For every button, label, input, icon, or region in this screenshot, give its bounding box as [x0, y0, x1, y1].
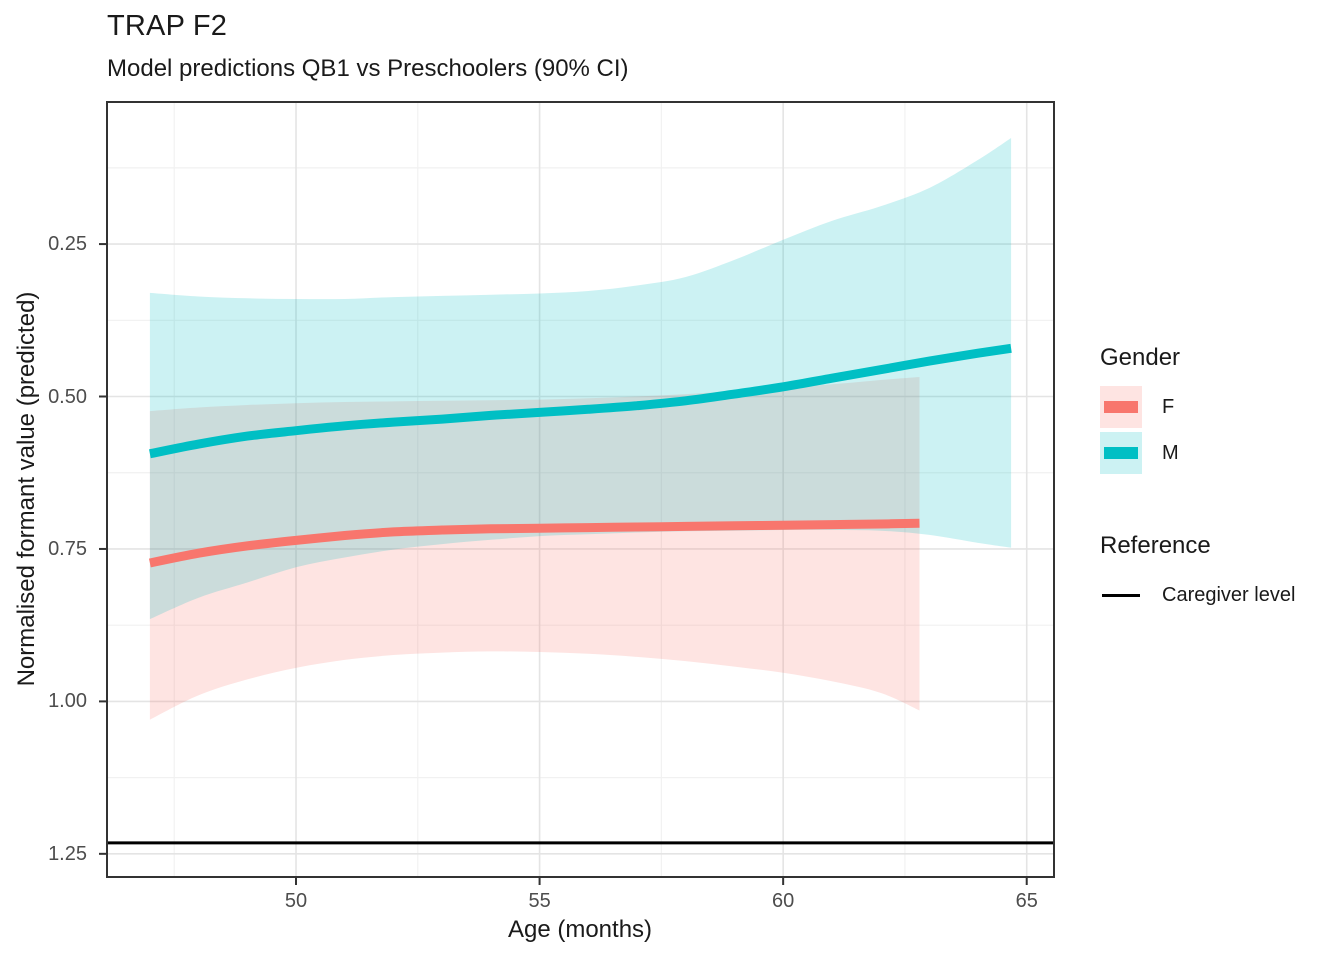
chart-subtitle: Model predictions QB1 vs Preschoolers (9… [107, 55, 629, 82]
legend-reference-title: Reference [1100, 532, 1211, 559]
f-line-icon [1104, 401, 1138, 413]
x-tick-label: 50 [284, 890, 308, 912]
legend-item-m: M [1100, 432, 1295, 474]
legend-key-f-swatch [1100, 386, 1142, 428]
legend-key-reference-swatch [1100, 574, 1142, 616]
legend: Gender F M Reference Caregiver level [1100, 344, 1295, 620]
y-tick-label: 0.75 [48, 537, 87, 560]
y-tick-label: 0.25 [48, 233, 87, 256]
legend-key-m-swatch [1100, 432, 1142, 474]
panel-border [106, 101, 1055, 878]
reference-line-icon [1102, 594, 1140, 597]
m-line-icon [1104, 447, 1138, 459]
x-axis-title: Age (months) [507, 916, 653, 943]
legend-label-m: M [1162, 441, 1179, 464]
x-tick-label: 55 [528, 890, 551, 912]
x-tick-label: 65 [1015, 890, 1038, 912]
ci-ribbon-f [149, 377, 920, 720]
prediction-line-f [148, 518, 920, 568]
x-tick-label: 60 [772, 890, 795, 912]
y-tick-label: 1.25 [48, 842, 87, 865]
ci-ribbon-m [149, 138, 1012, 620]
y-tick-label: 1.00 [48, 690, 87, 713]
legend-item-f: F [1100, 386, 1295, 428]
y-tick-label: 0.50 [48, 385, 87, 408]
y-axis-title: Normalised formant value (predicted) [13, 291, 40, 687]
legend-label-f: F [1162, 395, 1175, 418]
prediction-line-m [149, 343, 1012, 459]
chart-title: TRAP F2 [107, 10, 228, 42]
legend-gender-title: Gender [1100, 344, 1181, 371]
legend-label-reference: Caregiver level [1162, 583, 1296, 606]
legend-item-reference: Caregiver level [1100, 574, 1295, 616]
